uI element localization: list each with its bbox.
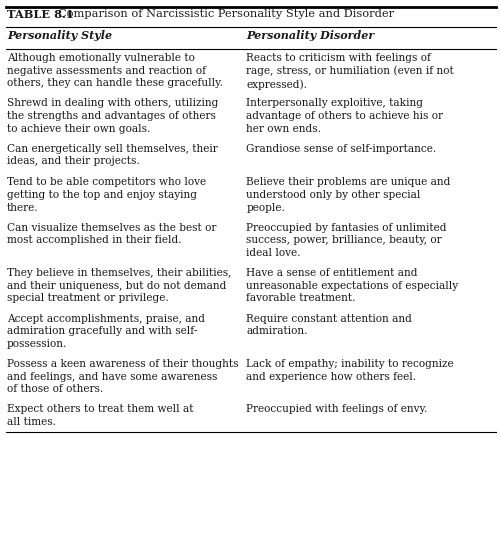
- Text: Tend to be able competitors who love
getting to the top and enjoy staying
there.: Tend to be able competitors who love get…: [7, 178, 206, 212]
- Text: Expect others to treat them well at
all times.: Expect others to treat them well at all …: [7, 404, 194, 427]
- Text: Possess a keen awareness of their thoughts
and feelings, and have some awareness: Possess a keen awareness of their though…: [7, 359, 238, 394]
- Text: Require constant attention and
admiration.: Require constant attention and admiratio…: [246, 314, 412, 336]
- Text: Can energetically sell themselves, their
ideas, and their projects.: Can energetically sell themselves, their…: [7, 144, 218, 166]
- Text: Have a sense of entitlement and
unreasonable expectations of especially
favorabl: Have a sense of entitlement and unreason…: [246, 268, 458, 303]
- Text: Can visualize themselves as the best or
most accomplished in their field.: Can visualize themselves as the best or …: [7, 223, 216, 246]
- Text: Preoccupied by fantasies of unlimited
success, power, brilliance, beauty, or
ide: Preoccupied by fantasies of unlimited su…: [246, 223, 447, 258]
- Text: Shrewd in dealing with others, utilizing
the strengths and advantages of others
: Shrewd in dealing with others, utilizing…: [7, 98, 218, 134]
- Text: Preoccupied with feelings of envy.: Preoccupied with feelings of envy.: [246, 404, 428, 415]
- Text: Lack of empathy; inability to recognize
and experience how others feel.: Lack of empathy; inability to recognize …: [246, 359, 454, 381]
- Text: TABLE 8.1: TABLE 8.1: [7, 9, 74, 20]
- Text: They believe in themselves, their abilities,
and their uniqueness, but do not de: They believe in themselves, their abilit…: [7, 268, 232, 303]
- Text: Personality Style: Personality Style: [7, 30, 112, 41]
- Text: Personality Disorder: Personality Disorder: [246, 30, 375, 41]
- Text: Although emotionally vulnerable to
negative assessments and reaction of
others, : Although emotionally vulnerable to negat…: [7, 53, 223, 88]
- Text: Interpersonally exploitive, taking
advantage of others to achieve his or
her own: Interpersonally exploitive, taking advan…: [246, 98, 444, 134]
- Text: Accept accomplishments, praise, and
admiration gracefully and with self-
possess: Accept accomplishments, praise, and admi…: [7, 314, 205, 349]
- Text: Reacts to criticism with feelings of
rage, stress, or humiliation (even if not
e: Reacts to criticism with feelings of rag…: [246, 53, 454, 89]
- Text: Believe their problems are unique and
understood only by other special
people.: Believe their problems are unique and un…: [246, 178, 451, 212]
- Text: Comparison of Narcissistic Personality Style and Disorder: Comparison of Narcissistic Personality S…: [58, 9, 394, 19]
- Text: Grandiose sense of self-importance.: Grandiose sense of self-importance.: [246, 144, 437, 154]
